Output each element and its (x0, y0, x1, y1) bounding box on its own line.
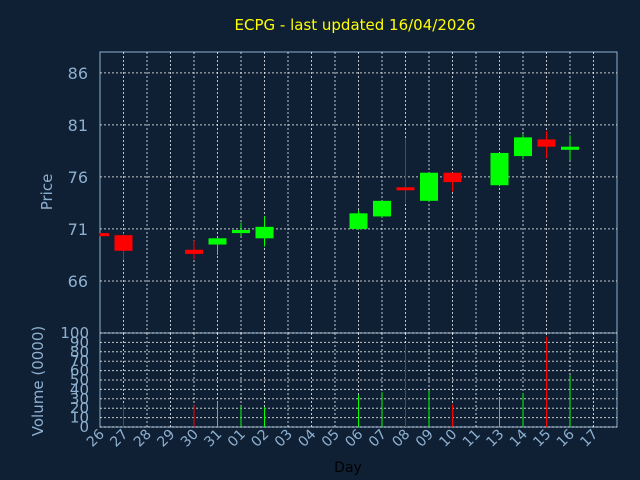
candle-body (561, 146, 579, 150)
volume-tick-label: 100 (60, 324, 89, 342)
candle-body (255, 226, 274, 239)
chart-title: ECPG - last updated 16/04/2026 (235, 16, 476, 34)
day-tick-label: 11 (460, 427, 484, 451)
day-tick-label: 09 (413, 427, 437, 451)
volume-tick-label: 70 (70, 352, 89, 370)
day-tick-label: 13 (483, 427, 507, 451)
day-tick-label: 02 (248, 427, 272, 451)
candle-body (490, 152, 509, 186)
volume-tick-label: 10 (70, 409, 89, 427)
candle-body (373, 200, 391, 217)
volume-tick-label: 40 (70, 380, 89, 398)
day-tick-label: 27 (107, 427, 131, 451)
volume-tick-label: 80 (70, 343, 89, 361)
candle-body (537, 139, 556, 147)
day-tick-label: 08 (389, 427, 413, 451)
volume-tick-label: 90 (70, 333, 89, 351)
day-tick-label: 06 (342, 426, 366, 450)
volume-axis-label: Volume (0000) (29, 326, 47, 436)
candle-body (349, 213, 368, 229)
day-tick-label: 28 (131, 427, 155, 451)
price-tick-label: 76 (68, 168, 88, 187)
day-tick-label: 07 (366, 427, 390, 451)
day-tick-label: 10 (436, 427, 460, 451)
volume-tick-label: 20 (70, 399, 89, 417)
volume-tick-label: 60 (70, 362, 89, 380)
day-tick-label: 30 (178, 427, 202, 451)
candle-body (396, 187, 415, 191)
candle-body (420, 172, 438, 201)
day-tick-label: 04 (295, 426, 319, 450)
candle-body (100, 233, 109, 237)
candle-body (443, 172, 462, 183)
day-tick-label: 29 (154, 427, 178, 451)
day-tick-label: 01 (225, 427, 249, 451)
price-panel: 66 71 76 81 86 (68, 51, 618, 334)
candle-body (114, 235, 133, 251)
x-axis-label: Day (334, 460, 362, 476)
day-tick-label: 03 (272, 427, 296, 451)
volume-tick-label: 50 (70, 371, 89, 389)
price-tick-label: 86 (68, 64, 88, 83)
candle-body (514, 137, 532, 157)
candle-body (185, 249, 203, 254)
price-axis-label: Price (38, 174, 56, 211)
day-tick-label: 31 (201, 427, 225, 451)
day-tick-label: 17 (577, 427, 601, 451)
candle-body (232, 229, 250, 234)
volume-tick-label: 0 (79, 418, 89, 436)
day-tick-label: 05 (319, 427, 343, 451)
volume-tick-label: 30 (70, 390, 89, 408)
price-tick-label: 71 (68, 220, 88, 239)
price-tick-label: 66 (68, 272, 88, 291)
price-tick-label: 81 (68, 116, 88, 135)
day-tick-label: 14 (507, 426, 531, 450)
day-tick-label: 15 (530, 427, 554, 451)
day-tick-label: 16 (554, 426, 578, 450)
candle-body (208, 238, 227, 245)
